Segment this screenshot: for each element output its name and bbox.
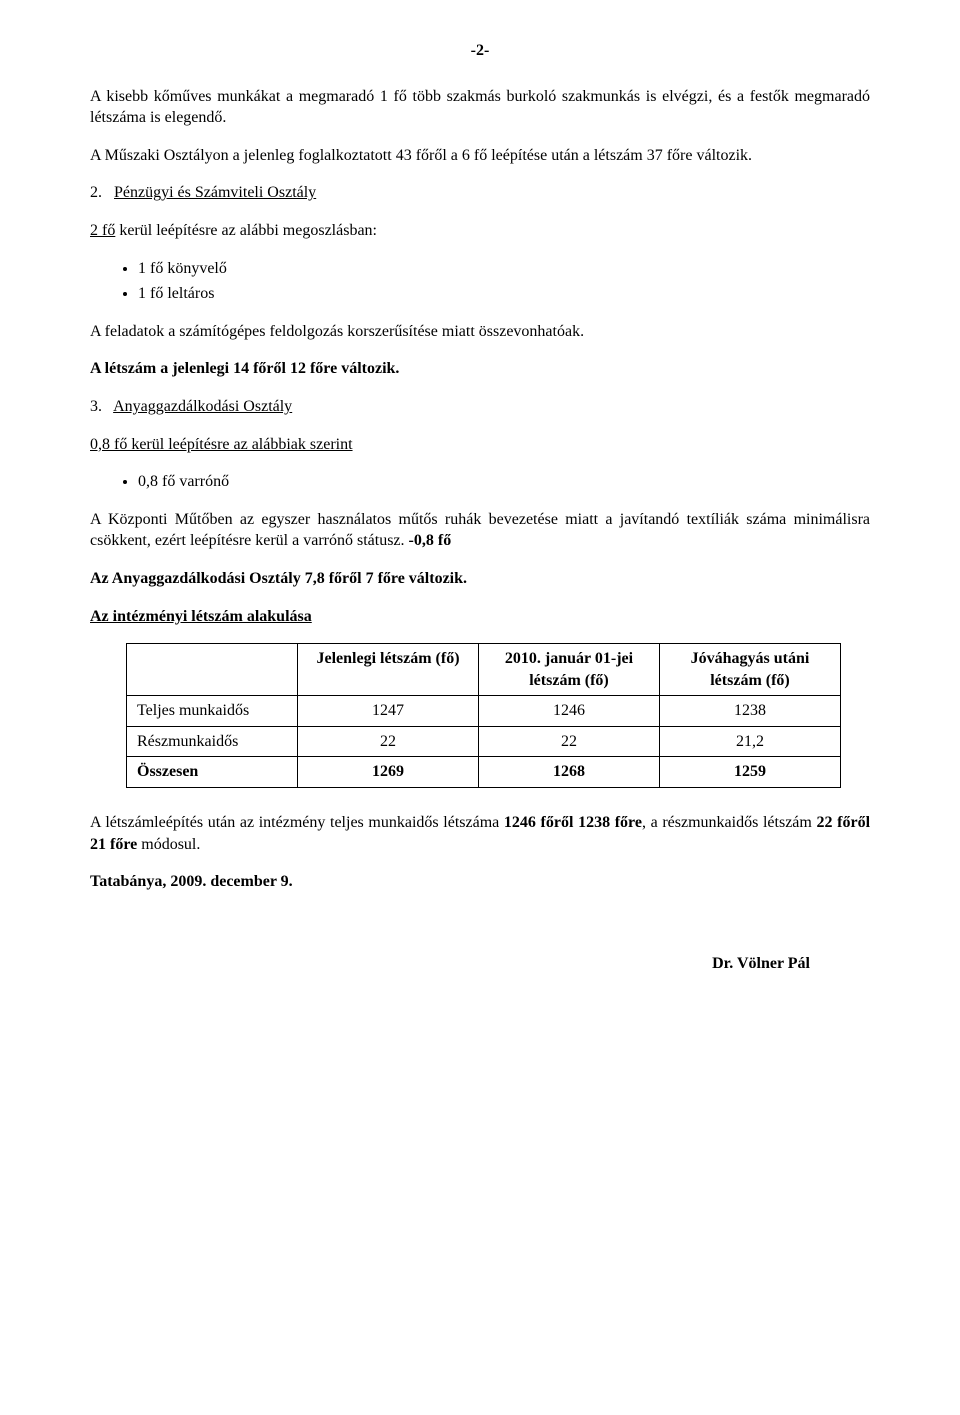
section-3-title: Anyaggazdálkodási Osztály: [113, 398, 292, 415]
closing-b: 1246 főről 1238 főre: [504, 814, 642, 831]
section-3-summary: Az Anyaggazdálkodási Osztály 7,8 főről 7…: [90, 568, 870, 590]
table-cell: 22: [298, 726, 479, 757]
table-cell: 22: [479, 726, 660, 757]
table-header-jelenlegi: Jelenlegi létszám (fő): [298, 644, 479, 696]
subheading-staffing: Az intézményi létszám alakulása: [90, 606, 870, 628]
section-2-summary: A létszám a jelenlegi 14 főről 12 főre v…: [90, 358, 870, 380]
section-2-list: 1 fő könyvelő 1 fő leltáros: [90, 258, 870, 305]
section-3-para-a: A Központi Műtőben az egyszer használato…: [90, 511, 870, 550]
table-cell-total: 1268: [479, 757, 660, 788]
closing-paragraph: A létszámleépítés után az intézmény telj…: [90, 812, 870, 855]
table-cell: 21,2: [660, 726, 841, 757]
section-2-intro-b: kerül leépítésre az alábbi megoszlásban:: [115, 222, 377, 239]
table-header-jan01: 2010. január 01-jei létszám (fő): [479, 644, 660, 696]
section-3-intro: 0,8 fő kerül leépítésre az alábbiak szer…: [90, 434, 870, 456]
section-2-title: Pénzügyi és Számviteli Osztály: [114, 184, 316, 201]
table-cell-label: Részmunkaidős: [127, 726, 298, 757]
list-item: 1 fő leltáros: [138, 283, 870, 305]
staffing-table-wrap: Jelenlegi létszám (fő) 2010. január 01-j…: [126, 643, 870, 788]
section-2-number: 2.: [90, 184, 102, 201]
table-cell: 1247: [298, 696, 479, 727]
table-cell-total-label: Összesen: [127, 757, 298, 788]
page-number: -2-: [90, 40, 870, 62]
table-row: Részmunkaidős 22 22 21,2: [127, 726, 841, 757]
section-3-number: 3.: [90, 398, 102, 415]
table-cell-total: 1269: [298, 757, 479, 788]
table-cell-total: 1259: [660, 757, 841, 788]
table-cell: 1238: [660, 696, 841, 727]
table-header-jovahagyas: Jóváhagyás utáni létszám (fő): [660, 644, 841, 696]
table-cell-label: Teljes munkaidős: [127, 696, 298, 727]
paragraph-1: A kisebb kőműves munkákat a megmaradó 1 …: [90, 86, 870, 129]
section-3-heading: 3. Anyaggazdálkodási Osztály: [90, 396, 870, 418]
date-line: Tatabánya, 2009. december 9.: [90, 871, 870, 893]
section-3-list: 0,8 fő varrónő: [90, 471, 870, 493]
table-row-total: Összesen 1269 1268 1259: [127, 757, 841, 788]
section-3-intro-line: 0,8 fő kerül leépítésre az alábbiak szer…: [90, 436, 353, 453]
subheading-staffing-text: Az intézményi létszám alakulása: [90, 608, 312, 625]
closing-a: A létszámleépítés után az intézmény telj…: [90, 814, 504, 831]
table-cell: 1246: [479, 696, 660, 727]
closing-e: módosul.: [137, 836, 200, 853]
section-3-para-bold: -0,8 fő: [409, 532, 452, 549]
table-row: Teljes munkaidős 1247 1246 1238: [127, 696, 841, 727]
list-item: 0,8 fő varrónő: [138, 471, 870, 493]
staffing-table: Jelenlegi létszám (fő) 2010. január 01-j…: [126, 643, 841, 788]
list-item: 1 fő könyvelő: [138, 258, 870, 280]
paragraph-2: A Műszaki Osztályon a jelenleg foglalkoz…: [90, 145, 870, 167]
table-header-empty: [127, 644, 298, 696]
signature: Dr. Völner Pál: [90, 953, 870, 975]
closing-c: , a részmunkaidős létszám: [642, 814, 817, 831]
section-3-para: A Központi Műtőben az egyszer használato…: [90, 509, 870, 552]
section-2-intro-a: 2 fő: [90, 222, 115, 239]
section-2-heading: 2. Pénzügyi és Számviteli Osztály: [90, 182, 870, 204]
section-2-intro: 2 fő kerül leépítésre az alábbi megoszlá…: [90, 220, 870, 242]
section-2-after: A feladatok a számítógépes feldolgozás k…: [90, 321, 870, 343]
table-header-row: Jelenlegi létszám (fő) 2010. január 01-j…: [127, 644, 841, 696]
